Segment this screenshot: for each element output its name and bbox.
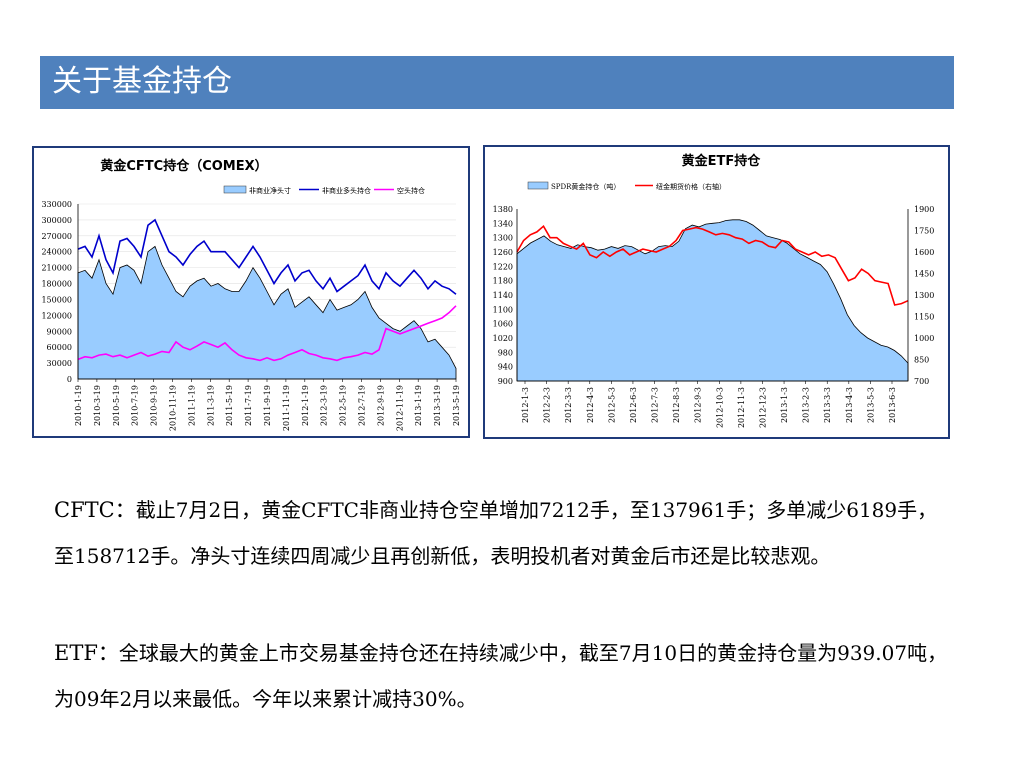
x-tick-label: 2011-1-19 [187, 385, 196, 426]
x-tick-label: 2012-12-3 [758, 387, 767, 428]
x-tick-label: 2012-3-3 [564, 387, 573, 423]
y-tick-label-left: 1340 [493, 219, 513, 228]
x-tick-label: 2011-7-19 [244, 385, 253, 426]
cftc-text: 截止7月2日，黄金CFTC非商业持仓空单增加7212手，至137961手；多单减… [54, 498, 938, 568]
x-tick-label: 2012-10-3 [715, 387, 724, 428]
x-tick-label: 2012-7-3 [651, 387, 660, 423]
x-tick-label: 2010-11-19 [169, 385, 178, 431]
y-tick-label: 30000 [47, 359, 72, 368]
x-tick-label: 2012-7-19 [358, 385, 367, 426]
gold-price-line [516, 224, 909, 306]
x-tick-label: 2013-3-3 [823, 387, 832, 423]
x-tick-label: 2013-5-3 [866, 387, 875, 423]
y-tick-label-left: 1140 [493, 291, 513, 300]
y-tick-label-right: 1150 [914, 313, 934, 322]
x-tick-label: 2013-1-3 [780, 387, 789, 423]
etf-lead: ETF： [54, 641, 119, 665]
y-tick-label-right: 1300 [914, 291, 934, 300]
chart-title: 黄金ETF持仓 [682, 153, 762, 169]
x-tick-label: 2010-9-19 [150, 385, 159, 426]
y-tick-label-left: 1060 [493, 320, 513, 329]
chart-title: 黄金CFTC持仓（COMEX） [100, 158, 267, 174]
y-tick-label: 240000 [41, 248, 72, 257]
y-tick-label-left: 1260 [493, 248, 513, 257]
etf-text: 全球最大的黄金上市交易基金持仓还在持续减少中，截至7月10日的黄金持仓量为939… [54, 641, 948, 711]
y-tick-label-right: 1450 [914, 270, 934, 279]
legend-swatch-holdings [527, 181, 549, 190]
x-tick-label: 2012-11-3 [737, 387, 746, 428]
x-tick-label: 2012-2-3 [543, 387, 552, 423]
legend-label-holdings: SPDR黄金持仓（吨） [551, 182, 620, 191]
y-tick-label: 150000 [41, 295, 72, 304]
x-tick-label: 2010-1-19 [74, 385, 83, 426]
net-position-area [77, 245, 457, 380]
y-tick-label: 90000 [47, 327, 72, 336]
x-tick-label: 2012-1-19 [301, 385, 310, 426]
slide-title: 关于基金持仓 [52, 64, 232, 99]
x-tick-label: 2012-9-19 [376, 385, 385, 426]
x-tick-label: 2011-5-19 [225, 385, 234, 426]
x-tick-label: 2013-6-3 [888, 387, 897, 423]
holdings-area [516, 219, 909, 382]
x-tick-label: 2012-9-3 [694, 387, 703, 423]
short-position-line [77, 305, 457, 362]
y-tick-label-right: 1000 [914, 334, 934, 343]
y-tick-label-right: 1900 [914, 205, 934, 214]
y-tick-label: 210000 [41, 264, 72, 273]
y-tick-label: 120000 [41, 311, 72, 320]
y-tick-label: 0 [67, 375, 72, 384]
y-tick-label-left: 940 [498, 363, 513, 372]
legend-label-net: 非商业净头寸 [249, 186, 291, 195]
x-tick-label: 2012-8-3 [672, 387, 681, 423]
x-tick-label: 2010-7-19 [131, 385, 140, 426]
x-tick-label: 2012-5-3 [607, 387, 616, 423]
cftc-lead: CFTC： [54, 498, 136, 522]
x-tick-label: 2011-3-19 [206, 385, 215, 426]
y-tick-label-left: 1220 [493, 262, 513, 271]
etf-paragraph: ETF：全球最大的黄金上市交易基金持仓还在持续减少中，截至7月10日的黄金持仓量… [54, 630, 954, 722]
title-bar: 关于基金持仓 [40, 56, 954, 109]
y-tick-label-left: 980 [498, 348, 513, 357]
x-tick-label: 2011-11-19 [282, 385, 291, 431]
y-tick-label-left: 1180 [493, 277, 513, 286]
legend-label-price: 纽金期货价格（右轴） [656, 182, 726, 191]
y-tick-label-left: 900 [498, 377, 513, 386]
y-tick-label-right: 1600 [914, 248, 934, 257]
y-tick-label: 300000 [41, 216, 72, 225]
y-tick-label-right: 850 [914, 356, 929, 365]
cftc-paragraph: CFTC：截止7月2日，黄金CFTC非商业持仓空单增加7212手，至137961… [54, 487, 954, 579]
legend-swatch-net [223, 185, 247, 194]
y-tick-label-left: 1020 [493, 334, 513, 343]
x-tick-label: 2013-3-19 [433, 385, 442, 426]
y-tick-label-left: 1300 [493, 234, 513, 243]
x-tick-label: 2012-3-19 [320, 385, 329, 426]
legend-label-long: 非商业多头持仓 [322, 186, 371, 195]
y-tick-label-left: 1100 [493, 305, 513, 314]
x-tick-label: 2010-3-19 [93, 385, 102, 426]
x-tick-label: 2011-9-19 [263, 385, 272, 426]
x-tick-label: 2013-5-19 [452, 385, 461, 426]
y-tick-label: 330000 [41, 200, 72, 209]
cftc-chart-frame: 黄金CFTC持仓（COMEX） 非商业净头寸 非商业多头持仓 空头持仓 330000 30… [32, 146, 470, 438]
y-tick-label-left: 1380 [493, 205, 513, 214]
y-tick-label: 60000 [47, 343, 72, 352]
x-tick-label: 2010-5-19 [112, 385, 121, 426]
x-tick-label: 2012-4-3 [586, 387, 595, 423]
y-tick-label: 180000 [41, 280, 72, 289]
etf-chart-frame: 黄金ETF持仓 SPDR黄金持仓（吨） 纽金期货价格（右轴） 1380 1340 1300… [483, 145, 950, 439]
x-tick-label: 2012-5-19 [339, 385, 348, 426]
x-tick-label: 2012-11-19 [395, 385, 404, 431]
x-tick-label: 2012-6-3 [629, 387, 638, 423]
y-tick-label-right: 1750 [914, 227, 934, 236]
x-tick-label: 2013-4-3 [845, 387, 854, 423]
x-tick-label: 2013-1-19 [414, 385, 423, 426]
legend-label-short: 空头持仓 [397, 186, 425, 195]
cftc-chart: 黄金CFTC持仓（COMEX） 非商业净头寸 非商业多头持仓 空头持仓 330000 30… [41, 158, 461, 431]
y-tick-label-right: 700 [914, 377, 929, 386]
etf-chart: 黄金ETF持仓 SPDR黄金持仓（吨） 纽金期货价格（右轴） 1380 1340 1300… [493, 153, 935, 428]
y-tick-label: 270000 [41, 232, 72, 241]
x-tick-label: 2013-2-3 [802, 387, 811, 423]
x-tick-label: 2012-1-3 [521, 387, 530, 423]
long-position-line [77, 218, 457, 295]
